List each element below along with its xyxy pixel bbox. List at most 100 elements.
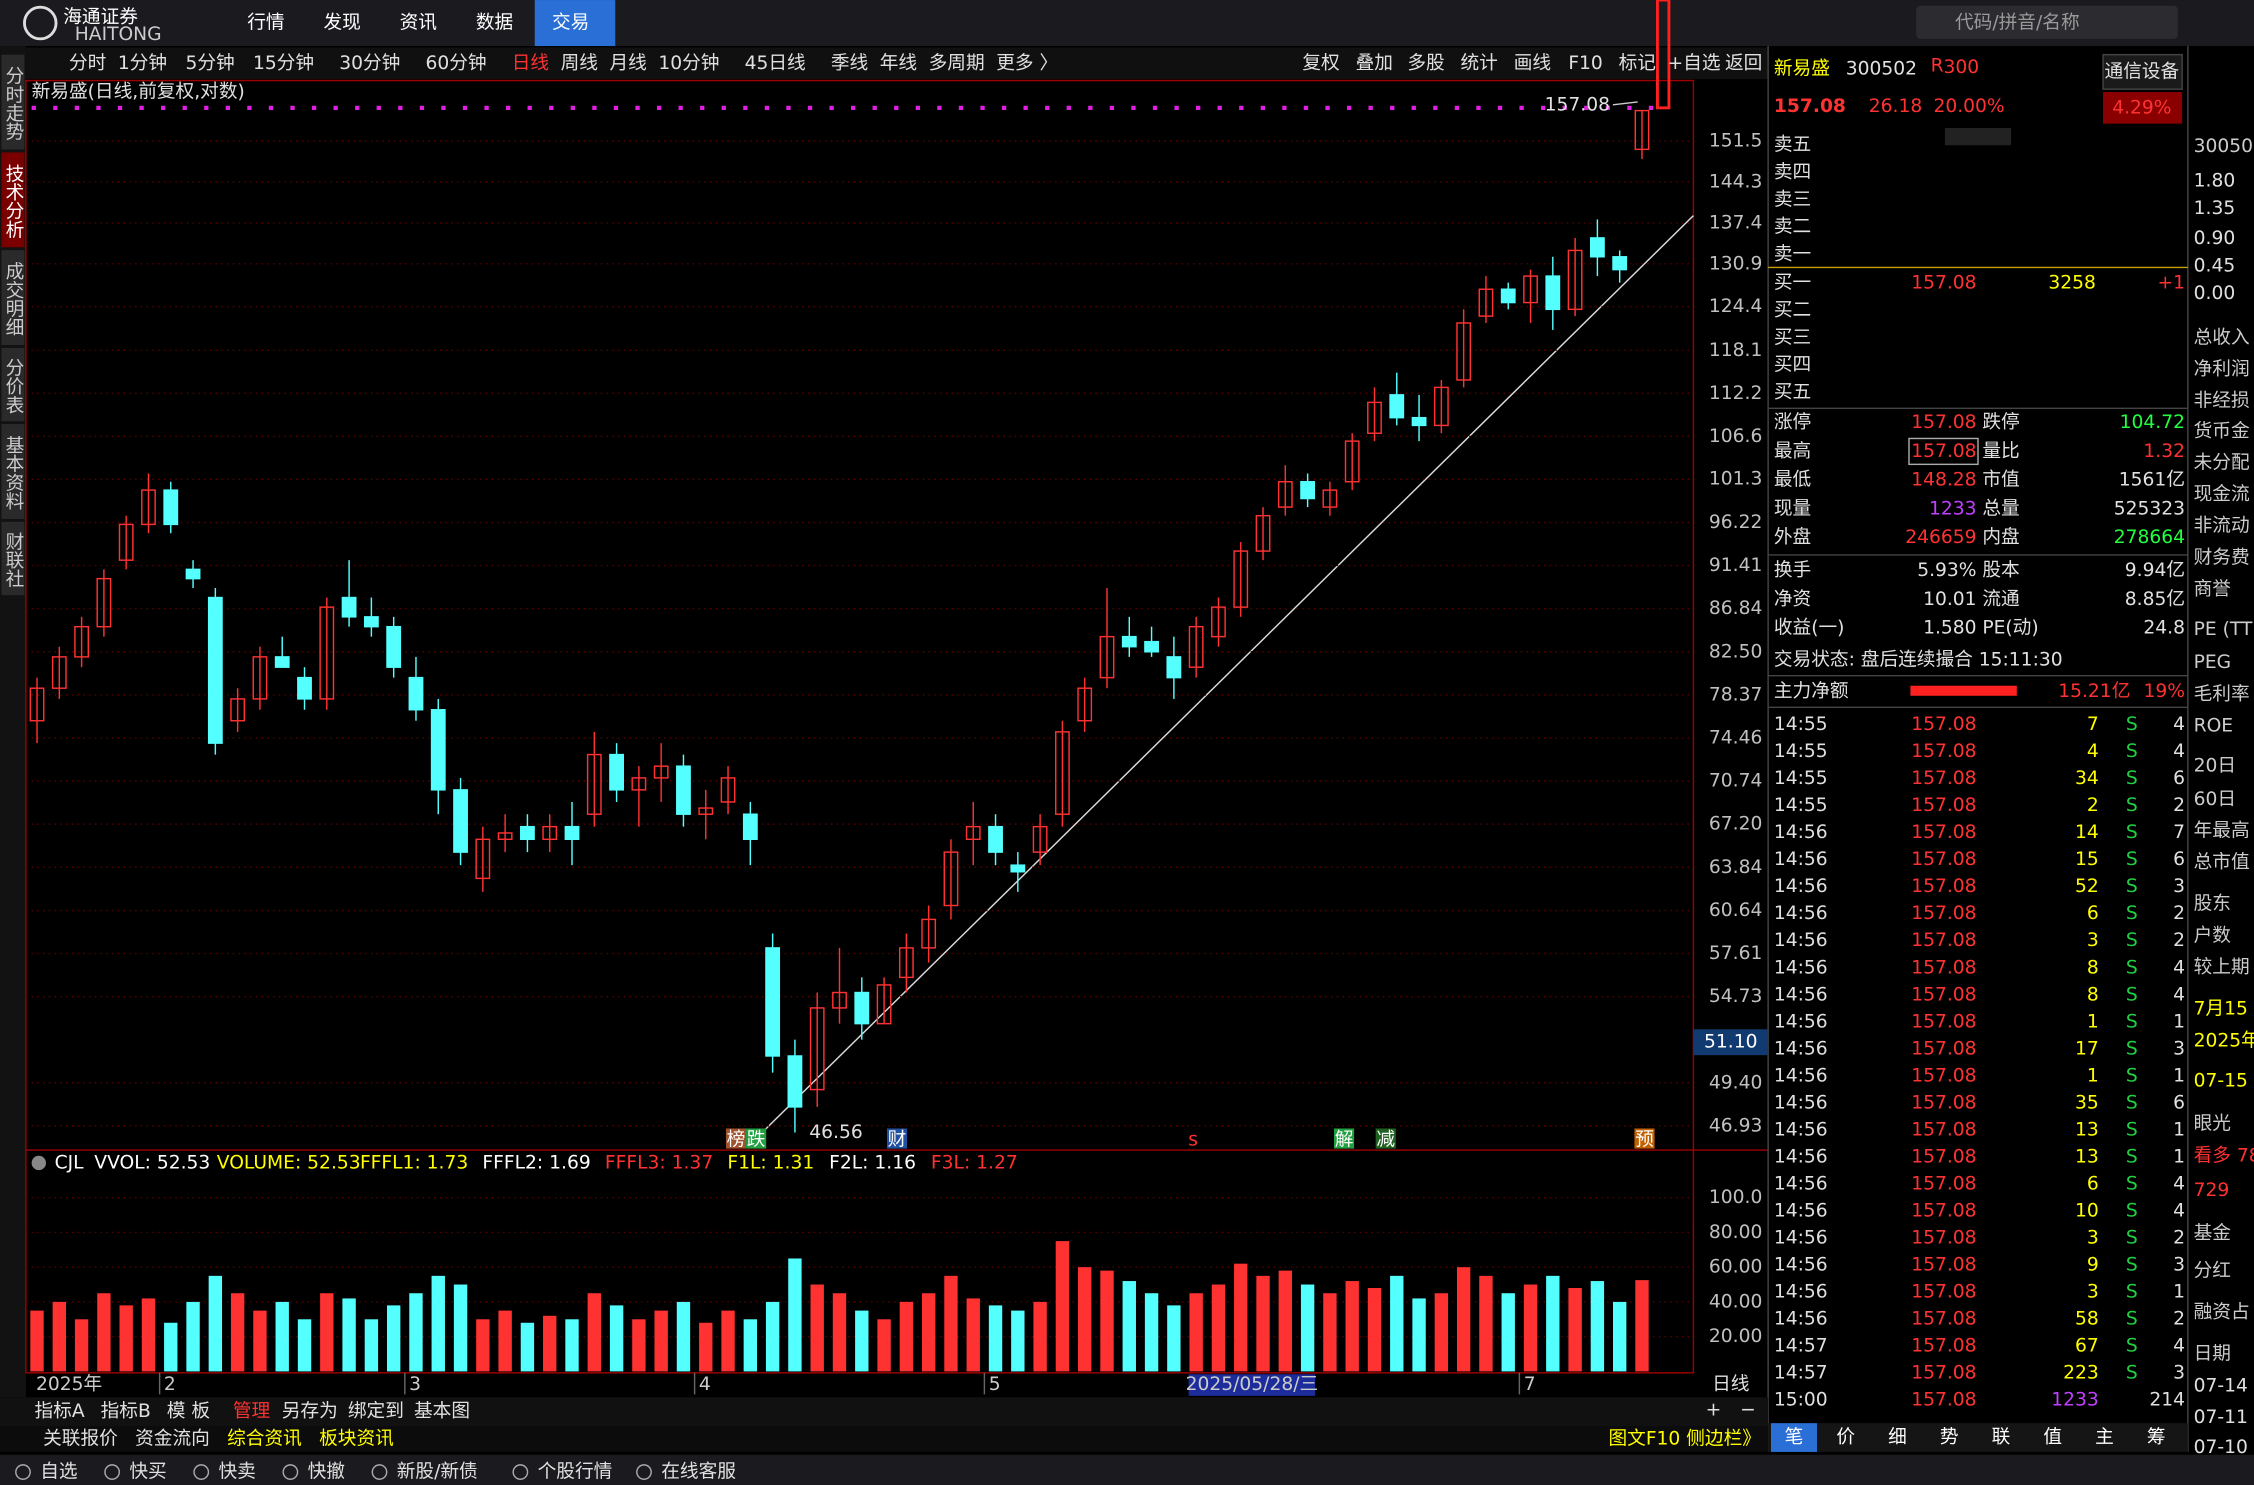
event-marker[interactable] — [1183, 1128, 1204, 1149]
event-marker[interactable] — [1634, 1128, 1655, 1149]
side-tab[interactable] — [1, 521, 25, 596]
ask-label: 卖一 — [1774, 244, 1811, 265]
status-button[interactable]: 在线客服 — [661, 1462, 736, 1483]
info-tab[interactable]: 综合资讯 — [227, 1428, 302, 1449]
event-marker-label: 财 — [888, 1129, 907, 1150]
candle-body — [475, 838, 491, 880]
info-tab[interactable]: 资金流向 — [135, 1428, 210, 1449]
tool-button[interactable]: F10 — [1568, 53, 1603, 74]
tick-time: 14:56 — [1774, 822, 1828, 843]
period-option[interactable]: 30分钟 — [339, 53, 400, 74]
period-option[interactable]: 更多 〉 — [996, 53, 1058, 74]
tool-button[interactable]: +自选 — [1668, 53, 1721, 74]
tick-price: 157.08 — [1911, 849, 1976, 870]
event-marker[interactable] — [1334, 1128, 1355, 1149]
menu-item[interactable]: 行情 — [247, 13, 284, 34]
period-option[interactable]: 10分钟 — [658, 53, 719, 74]
side-panel-text: 净利润 — [2194, 359, 2250, 380]
tool-button[interactable]: 叠加 — [1356, 53, 1393, 74]
menu-item[interactable]: 数据 — [476, 13, 513, 34]
volume-bar — [899, 1301, 914, 1372]
indicator-tool[interactable]: 另存为 — [282, 1401, 338, 1422]
candle-body — [1099, 635, 1115, 679]
tick-tab[interactable]: 筹 — [2147, 1427, 2166, 1448]
tool-button[interactable]: 画线 — [1514, 53, 1551, 74]
collapse-button[interactable] — [1944, 127, 2012, 146]
period-option[interactable]: 45日线 — [745, 53, 806, 74]
candle-body — [631, 777, 647, 791]
tool-button[interactable]: 返回 — [1725, 53, 1762, 74]
status-button[interactable]: 新股/新债 — [397, 1462, 478, 1483]
tool-button[interactable]: 多股 — [1407, 53, 1445, 74]
status-button[interactable]: 个股行情 — [538, 1462, 613, 1483]
bid-label: 买二 — [1774, 300, 1811, 321]
stat-value: 278664 — [2114, 527, 2185, 548]
event-marker[interactable] — [746, 1128, 767, 1149]
tool-button[interactable]: 统计 — [1461, 53, 1498, 74]
indicator-tool[interactable]: 指标A — [35, 1401, 85, 1422]
tick-tab[interactable]: 值 — [2043, 1427, 2062, 1448]
tick-count: 2 — [2173, 903, 2185, 924]
tick-tab[interactable]: 价 — [1836, 1427, 1855, 1448]
side-tab[interactable] — [1, 424, 25, 519]
period-option[interactable]: 5分钟 — [185, 53, 234, 74]
indicator-tool[interactable]: 模 板 — [167, 1401, 211, 1422]
tick-tab[interactable]: 主 — [2095, 1427, 2114, 1448]
y-tick-label: 60.64 — [1709, 900, 1762, 921]
event-marker[interactable] — [1375, 1128, 1396, 1149]
status-button[interactable]: 快买 — [129, 1462, 166, 1483]
indicator-tool[interactable]: 绑定到 — [348, 1401, 404, 1422]
volume-bar — [676, 1301, 691, 1372]
period-option[interactable]: 周线 — [561, 53, 598, 74]
indicator-value: VOLUME: 52.53 — [217, 1152, 361, 1173]
zoom-out[interactable]: − — [1740, 1400, 1756, 1421]
period-option[interactable]: 多周期 — [929, 53, 985, 74]
volume-bar — [409, 1293, 423, 1372]
side-tab[interactable] — [1, 347, 25, 422]
tick-tab[interactable]: 笔 — [1785, 1427, 1804, 1448]
candle-body — [1032, 825, 1048, 853]
y-tick-label: 49.40 — [1709, 1072, 1762, 1093]
side-tab[interactable] — [1, 152, 25, 248]
tick-time: 14:56 — [1774, 1282, 1828, 1303]
info-tab[interactable]: 关联报价 — [43, 1428, 118, 1449]
side-tab[interactable] — [1, 250, 25, 346]
period-option[interactable]: 年线 — [880, 53, 917, 74]
menu-item[interactable]: 发现 — [323, 13, 360, 34]
side-panel-text: 货币金 — [2194, 421, 2250, 442]
tool-button[interactable]: 标记 — [1619, 53, 1656, 74]
event-marker[interactable] — [886, 1128, 908, 1149]
period-option[interactable]: 15分钟 — [253, 53, 314, 74]
tick-tab[interactable]: 联 — [1992, 1427, 2011, 1448]
period-option[interactable]: 60分钟 — [426, 53, 487, 74]
menu-item[interactable]: 资讯 — [400, 13, 438, 34]
status-button[interactable]: 快卖 — [219, 1462, 256, 1483]
tick-side: S — [2126, 795, 2138, 816]
period-option[interactable]: 月线 — [610, 53, 647, 74]
search-box[interactable] — [1916, 5, 2178, 39]
sidebar-toggle[interactable]: 图文F10 侧边栏》 — [1608, 1428, 1760, 1449]
status-button[interactable]: 快撤 — [308, 1462, 345, 1483]
tick-count: 1 — [2173, 1282, 2185, 1303]
tick-side: S — [2126, 822, 2138, 843]
side-tab[interactable] — [1, 54, 25, 150]
period-option[interactable]: 1分钟 — [118, 53, 167, 74]
candle-body — [1166, 656, 1182, 679]
y-tick-label: 80.00 — [1709, 1222, 1762, 1243]
period-option[interactable]: 分时 — [69, 53, 106, 74]
sector-button[interactable] — [2102, 53, 2183, 90]
period-option[interactable]: 日线 — [512, 53, 549, 74]
tool-button[interactable]: 复权 — [1302, 53, 1340, 74]
period-option[interactable]: 季线 — [831, 53, 868, 74]
info-tab[interactable]: 板块资讯 — [319, 1428, 394, 1449]
tick-tab[interactable]: 势 — [1940, 1427, 1959, 1448]
menu-item[interactable]: 交易 — [552, 13, 589, 34]
tick-time: 14:57 — [1774, 1363, 1828, 1384]
zoom-in[interactable]: + — [1706, 1400, 1722, 1421]
event-marker[interactable] — [725, 1128, 747, 1149]
indicator-tool[interactable]: 指标B — [101, 1401, 151, 1422]
indicator-tool[interactable]: 基本图 — [414, 1401, 470, 1422]
status-button[interactable]: 自选 — [40, 1462, 78, 1483]
tick-tab[interactable]: 细 — [1888, 1427, 1907, 1448]
indicator-tool[interactable]: 管理 — [233, 1401, 271, 1422]
